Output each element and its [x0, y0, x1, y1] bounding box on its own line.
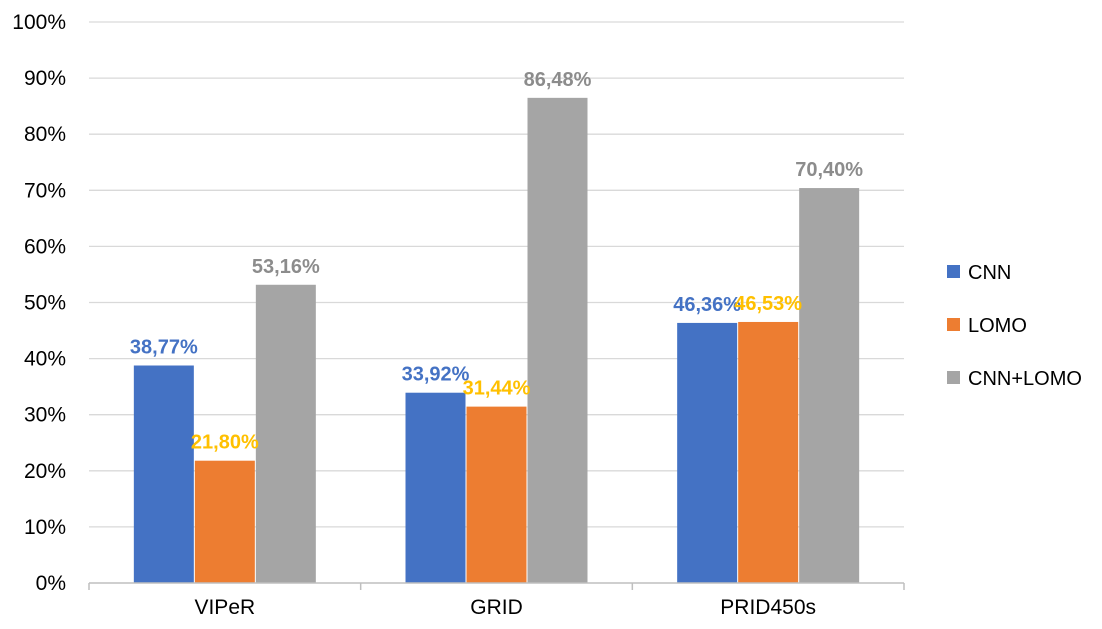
- bar-cnn: [133, 365, 194, 583]
- y-tick-label: 0%: [36, 572, 66, 595]
- data-label: 86,48%: [524, 69, 592, 91]
- y-tick-label: 60%: [24, 235, 66, 258]
- data-label: 46,53%: [734, 293, 802, 315]
- bar-lomo: [466, 406, 527, 583]
- legend-label-cnn: CNN: [968, 262, 1011, 284]
- data-label: 38,77%: [130, 337, 198, 359]
- y-tick-label: 40%: [24, 348, 66, 371]
- x-tick-label: PRID450s: [720, 596, 816, 619]
- y-tick-label: 20%: [24, 460, 66, 483]
- bar-cnn: [405, 392, 466, 583]
- x-tick-label: GRID: [470, 596, 523, 619]
- y-tick-label: 30%: [24, 404, 66, 427]
- bar-cnn-lomo: [255, 284, 316, 583]
- data-label: 33,92%: [402, 364, 470, 386]
- data-labels: 38,77% 21,80% 53,16% 33,92%31,44% 86,48% 46,3…: [130, 69, 863, 454]
- y-tick-label: 100%: [12, 11, 66, 34]
- data-label: 53,16%: [252, 256, 320, 278]
- x-axis: [88, 582, 905, 590]
- x-axis-tick-labels: VIPeR GRID PRID450s: [194, 596, 816, 619]
- y-tick-label: 70%: [24, 179, 66, 202]
- data-label: 31,44%: [463, 378, 531, 400]
- data-label: 70,40%: [795, 159, 863, 181]
- legend-label-cnn-lomo: CNN+LOMO: [968, 368, 1082, 390]
- bar-cnn: [677, 322, 738, 583]
- legend-label-lomo: LOMO: [968, 315, 1027, 337]
- bar-cnn-lomo: [527, 97, 588, 583]
- data-label: 46,36%: [673, 294, 741, 316]
- data-label: 21,80%: [191, 432, 259, 454]
- legend: CNN LOMO CNN+LOMO: [947, 262, 1082, 390]
- y-tick-label: 80%: [24, 123, 66, 146]
- bar-lomo: [738, 321, 799, 583]
- y-tick-label: 50%: [24, 292, 66, 315]
- legend-swatch-lomo: [947, 318, 960, 331]
- y-tick-label: 90%: [24, 67, 66, 90]
- x-tick-label: VIPeR: [194, 596, 255, 619]
- bar-cnn-lomo: [799, 188, 860, 583]
- legend-swatch-cnn: [947, 265, 960, 278]
- y-tick-label: 10%: [24, 516, 66, 539]
- y-axis-tick-labels: 0% 10% 20% 30% 40% 50% 60% 70% 80% 90% 100%: [12, 11, 66, 595]
- bar-lomo: [194, 460, 255, 583]
- legend-swatch-cnn-lomo: [947, 371, 960, 384]
- bars: [133, 97, 860, 583]
